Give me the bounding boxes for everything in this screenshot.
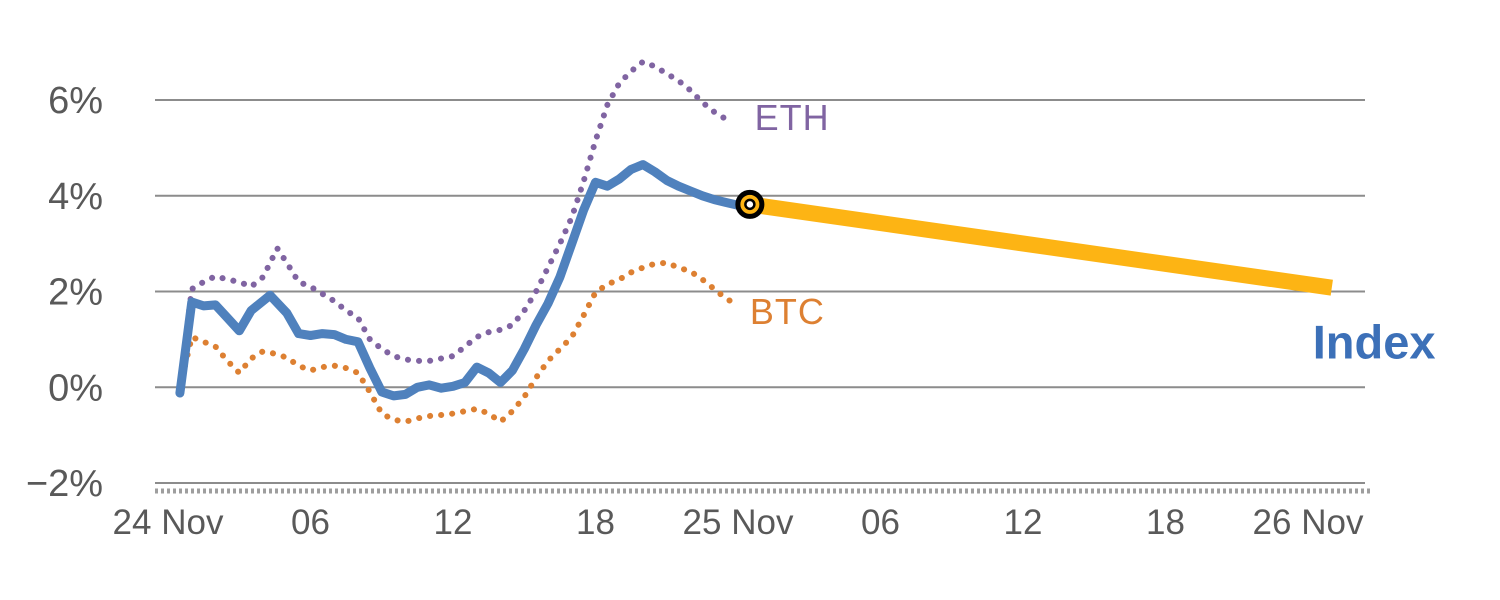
series-line-eth [176, 58, 730, 391]
y-tick-label: 0% [48, 367, 103, 409]
x-tick-label: 06 [861, 503, 900, 542]
y-tick-label: 2% [48, 272, 103, 314]
x-tick-label: 18 [1146, 503, 1185, 542]
eth-series-label: ETH [754, 97, 830, 139]
btc-series-label: BTC [749, 290, 825, 332]
y-tick-label: −2% [26, 463, 103, 505]
x-tick-label: 26 Nov [1253, 503, 1364, 542]
index-series-label: Index [1312, 315, 1436, 369]
x-tick-label: 18 [576, 503, 615, 542]
y-tick-label: 4% [48, 176, 103, 218]
series-line-btc [176, 259, 741, 425]
series-line-index-forecast [748, 196, 1333, 296]
x-tick-label: 06 [291, 503, 330, 542]
y-tick-label: 6% [48, 80, 103, 122]
x-tick-label: 12 [1004, 503, 1043, 542]
x-tick-label: 24 Nov [113, 503, 224, 542]
x-tick-label: 12 [434, 503, 473, 542]
current-point-marker-center [744, 198, 756, 211]
series-line-index [175, 160, 755, 401]
x-tick-label: 25 Nov [683, 503, 794, 542]
